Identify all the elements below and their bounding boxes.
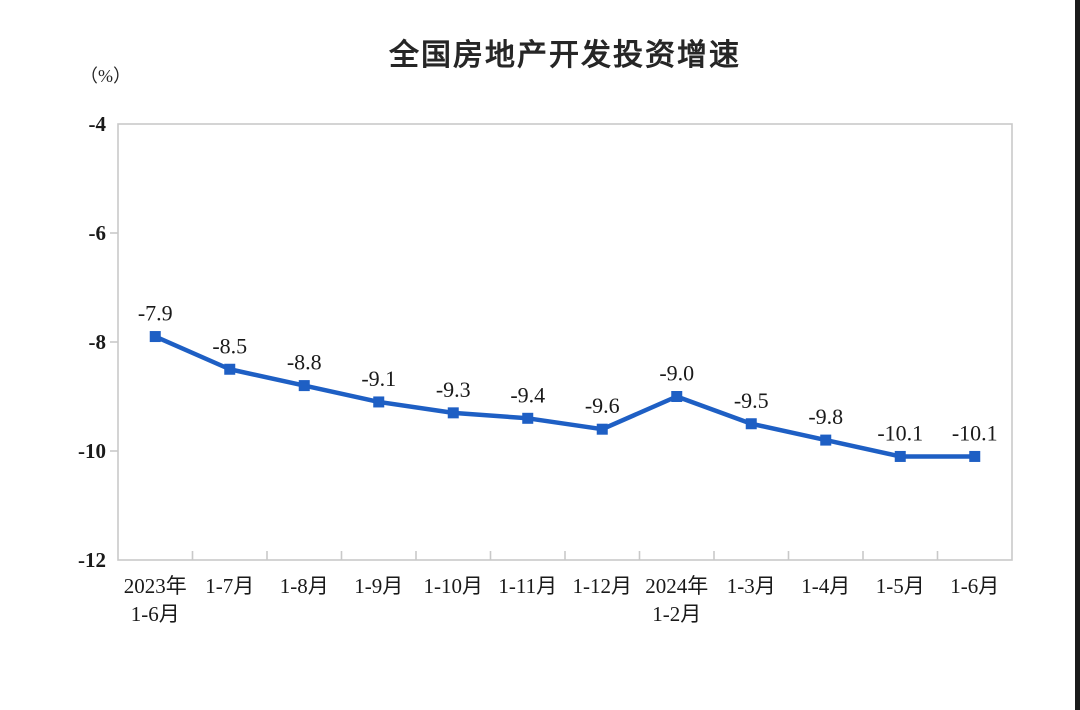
data-point-marker — [447, 407, 459, 419]
x-axis-category-label: 2023年 1-6月 — [124, 574, 187, 626]
data-point-marker — [745, 418, 757, 430]
x-axis-category-label: 1-6月 — [950, 574, 999, 598]
data-point-label: -9.4 — [510, 382, 545, 407]
x-axis-category-label: 1-9月 — [354, 574, 403, 598]
y-axis-tick-label: -10 — [78, 439, 106, 463]
series-line — [153, 334, 977, 459]
data-point-label: -8.8 — [287, 350, 322, 375]
x-axis-category-label: 1-5月 — [876, 574, 925, 598]
x-axis-category-label: 1-8月 — [280, 574, 329, 598]
data-point-label: -9.3 — [436, 377, 471, 402]
x-axis-category-label: 2024年 1-2月 — [645, 574, 708, 626]
data-point-marker — [894, 450, 906, 462]
y-axis-tick-label: -6 — [89, 221, 107, 245]
y-axis-tick-label: -12 — [78, 548, 106, 572]
x-axis-category-label: 1-3月 — [727, 574, 776, 598]
plot-border — [117, 123, 1013, 561]
data-point-marker — [149, 331, 161, 343]
data-point-marker — [373, 396, 385, 408]
data-point-marker — [596, 423, 608, 435]
data-point-label: -10.1 — [952, 420, 998, 445]
data-point-marker — [298, 380, 310, 392]
y-axis-tick-label: -4 — [89, 112, 107, 136]
y-axis-unit-label: （%） — [80, 66, 131, 86]
data-point-label: -9.5 — [734, 388, 769, 413]
data-point-marker — [522, 412, 534, 424]
data-point-label: -9.6 — [585, 393, 620, 418]
data-point-label: -9.1 — [361, 366, 396, 391]
data-point-marker — [671, 391, 683, 402]
data-point-label: -9.8 — [808, 404, 843, 429]
x-axis-category-label: 1-12月 — [573, 574, 633, 598]
x-axis-category-label: 1-10月 — [424, 574, 484, 598]
x-axis-category-label: 1-11月 — [498, 574, 557, 598]
x-axis-category-label: 1-4月 — [801, 574, 850, 598]
data-point-label: -9.0 — [659, 361, 694, 386]
chart-title: 全国房地产开发投资增速 — [389, 39, 741, 72]
data-point-label: -8.5 — [212, 333, 247, 358]
x-axis-category-label: 1-7月 — [205, 574, 254, 598]
data-point-marker — [969, 450, 981, 462]
data-point-label: -7.9 — [138, 301, 173, 326]
data-point-marker — [820, 434, 832, 446]
data-point-label: -10.1 — [877, 420, 923, 445]
y-axis-tick-label: -8 — [89, 330, 107, 354]
data-point-marker — [224, 363, 236, 375]
page-edge-divider — [1075, 0, 1080, 710]
